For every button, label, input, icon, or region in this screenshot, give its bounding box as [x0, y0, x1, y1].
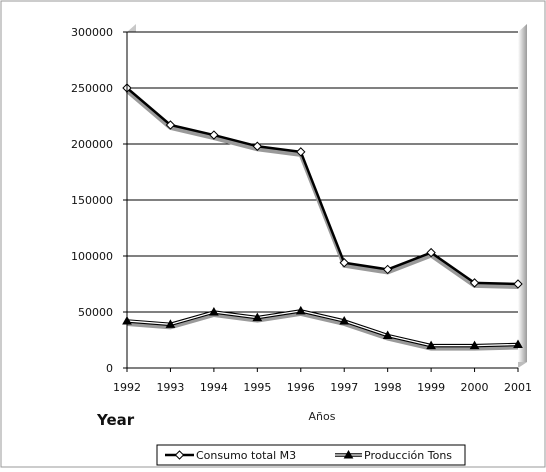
x-tick-label: 1996: [287, 381, 315, 394]
data-point: [295, 305, 306, 315]
series-group: [122, 83, 523, 351]
x-axis-title: Años: [309, 410, 336, 423]
data-point: [209, 306, 219, 316]
data-point: [165, 319, 176, 328]
legend: Consumo total M3 Producción Tons: [156, 444, 466, 466]
y-tick-label: 150000: [71, 194, 113, 207]
data-point: [382, 330, 393, 340]
data-point: [382, 264, 393, 275]
legend-label: Producción Tons: [364, 449, 452, 462]
y-axis-ticks: 0 50000 100000 150000 200000 250000 300000: [71, 26, 127, 375]
data-point: [296, 147, 306, 157]
y-tick-label: 200000: [71, 138, 113, 151]
x-tick-label: 1998: [374, 381, 402, 394]
legend-box: [156, 444, 466, 466]
legend-marker: [174, 450, 185, 460]
x-tick-label: 1997: [330, 381, 358, 394]
y-tick-label: 100000: [71, 250, 113, 263]
x-tick-label: 1999: [417, 381, 445, 394]
data-point: [165, 120, 176, 130]
x-tick-label: 1993: [156, 381, 184, 394]
x-tick-label: 2001: [504, 381, 532, 394]
legend-item: Producción Tons: [335, 449, 452, 462]
data-point: [469, 340, 480, 350]
data-point: [339, 315, 350, 325]
data-point: [426, 340, 436, 350]
data-point: [513, 339, 523, 348]
y-tick-label: 0: [106, 362, 113, 375]
data-point: [252, 141, 263, 151]
y-tick-label: 50000: [78, 306, 113, 319]
y-tick-label: 300000: [71, 26, 113, 39]
gridlines: [127, 31, 518, 313]
data-point: [513, 279, 523, 289]
series-line: [126, 87, 519, 286]
legend-item: Consumo total M3: [165, 449, 296, 462]
x-tick-label: 1992: [113, 381, 141, 394]
legend-marker: [343, 449, 354, 459]
x-axis-ticks: 1992 1993 1994 1995 1996 1997 1998 1999 2000 2001: [113, 368, 532, 394]
series-0: [122, 83, 523, 289]
series-line-inner: [126, 310, 519, 347]
right-wall: [518, 24, 527, 368]
legend-label: Consumo total M3: [196, 449, 296, 462]
x-tick-label: 1995: [243, 381, 271, 394]
data-point: [252, 312, 263, 322]
data-point: [339, 258, 349, 268]
y-tick-label: 250000: [71, 82, 113, 95]
series-line-shadow: [126, 311, 519, 351]
x-tick-label: 2000: [461, 381, 489, 394]
legend-items: Consumo total M3 Producción Tons: [165, 449, 452, 462]
x-tick-label: 1994: [200, 381, 228, 394]
year-label: Year: [96, 411, 135, 429]
series-1: [122, 305, 523, 351]
data-point: [209, 130, 219, 140]
data-point: [426, 247, 436, 258]
data-point: [469, 278, 480, 288]
